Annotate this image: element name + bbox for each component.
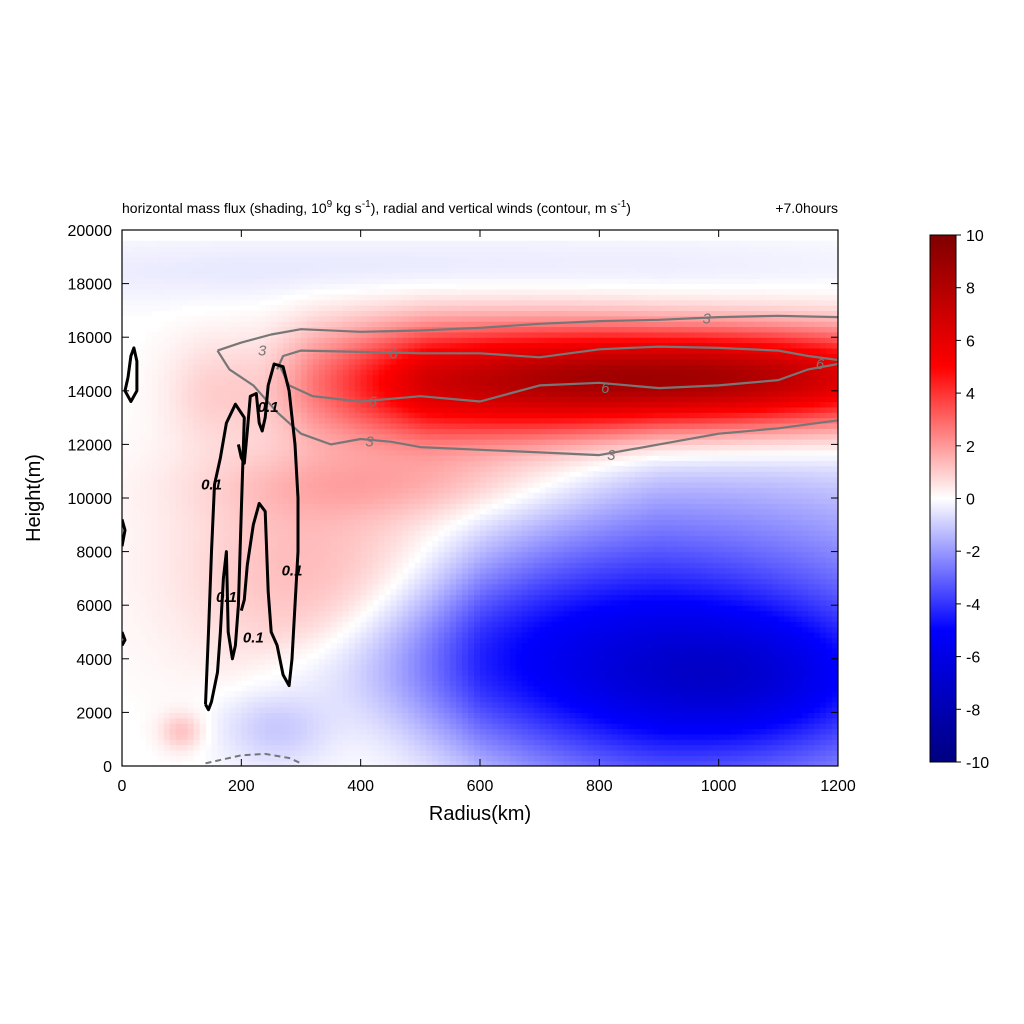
wind-contours: [122, 314, 838, 765]
y-tick-label: 14000: [68, 384, 113, 401]
x-tick-label: 400: [347, 778, 374, 795]
contour-label: 3: [258, 343, 267, 360]
negative-contour-surface: [205, 752, 302, 765]
contour-label: 6: [816, 356, 825, 373]
y-axis-label: Height(m): [23, 454, 45, 542]
colorbar-tick-label: 6: [966, 333, 975, 350]
y-tick-label: 0: [103, 759, 112, 776]
colorbar-tick-label: 8: [966, 281, 975, 298]
contour-label: 6: [389, 345, 398, 362]
vertical-wind-contour-edge2: [122, 631, 127, 647]
colorbar-tick-label: 10: [966, 228, 984, 245]
y-axis: 0 2000 4000 6000 8000 10000 12000 14000 16000 180…: [68, 223, 838, 776]
contour-label: 0.1: [258, 399, 279, 416]
y-tick-label: 8000: [76, 545, 112, 562]
chart-time-label: +7.0hours: [775, 200, 838, 216]
x-tick-label: 600: [467, 778, 494, 795]
vertical-wind-contour-0.1-left: [204, 402, 246, 712]
plot-area: 3 6 3 6 6 6 3 3 0.1 0.1 0.1 0.1 0.1: [121, 229, 839, 767]
x-tick-label: 800: [586, 778, 613, 795]
y-tick-label: 10000: [68, 491, 113, 508]
y-tick-label: 20000: [68, 223, 113, 240]
radial-wind-contour-3-upper: [217, 314, 838, 352]
y-tick-label: 2000: [76, 705, 112, 722]
contour-label: 3: [607, 447, 616, 464]
x-tick-label: 0: [118, 778, 127, 795]
radial-wind-contour-6-upper: [276, 345, 838, 370]
contour-label: 6: [368, 394, 377, 411]
vertical-wind-contour-core: [123, 346, 139, 403]
x-tick-label: 1200: [820, 778, 856, 795]
contour-labels: 3 6 3 6 6 6 3 3 0.1 0.1 0.1 0.1 0.1: [201, 310, 825, 646]
vertical-wind-contour-edge: [122, 518, 127, 547]
contour-label: 6: [601, 380, 610, 397]
contour-label: 3: [703, 310, 712, 327]
contour-label: 0.1: [243, 629, 264, 646]
y-tick-label: 16000: [68, 330, 113, 347]
colorbar-tick-label: -8: [966, 702, 980, 719]
y-tick-label: 6000: [76, 598, 112, 615]
colorbar-tick-label: 4: [966, 386, 975, 403]
colorbar-tick-label: -4: [966, 597, 980, 614]
y-tick-label: 12000: [68, 437, 113, 454]
colorbar-gradient: [929, 234, 957, 763]
x-tick-label: 200: [228, 778, 255, 795]
x-axis-label: Radius(km): [429, 803, 531, 825]
radial-wind-contour-3-lower: [216, 350, 838, 457]
y-tick-label: 4000: [76, 652, 112, 669]
contour-label: 0.1: [201, 477, 222, 494]
colorbar-tick-label: 2: [966, 439, 975, 456]
colorbar-tick-label: -2: [966, 544, 980, 561]
x-tick-label: 1000: [701, 778, 737, 795]
colorbar-tick-label: -6: [966, 650, 980, 667]
x-axis: 0 200 400 600 800 1000 1200: [118, 230, 856, 795]
chart-title: horizontal mass flux (shading, 109 kg s-…: [122, 199, 631, 216]
radial-wind-contour-6-lower: [279, 362, 838, 403]
y-tick-label: 18000: [68, 277, 113, 294]
colorbar-tick-label: -10: [966, 755, 989, 772]
colorbar-tick-label: 0: [966, 492, 975, 509]
contour-label: 0.1: [216, 589, 237, 606]
colorbar: 10 8 6 4 2 0 -2 -4 -6 -8 -10: [929, 228, 989, 772]
contour-label: 3: [365, 434, 374, 451]
contour-label: 0.1: [282, 562, 303, 579]
colorbar-ticks: 10 8 6 4 2 0 -2 -4 -6 -8 -10: [956, 228, 989, 772]
vertical-wind-contour-0.1-right: [236, 362, 300, 688]
